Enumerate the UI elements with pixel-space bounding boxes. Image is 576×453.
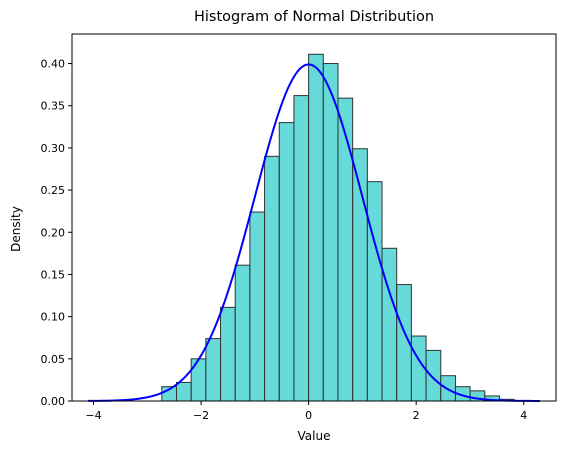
histogram-bar xyxy=(322,63,339,402)
x-tick-label: 0 xyxy=(305,409,312,422)
x-tick-label: 2 xyxy=(413,409,420,422)
y-tick-label: 0.25 xyxy=(41,184,66,197)
chart-title: Histogram of Normal Distribution xyxy=(194,9,434,25)
x-tick-label: −2 xyxy=(193,409,209,422)
histogram-bar xyxy=(366,181,383,402)
y-tick-label: 0.30 xyxy=(41,142,66,155)
histogram-bar xyxy=(381,247,398,402)
x-tick-label: −4 xyxy=(85,409,101,422)
histogram-bar xyxy=(308,53,324,402)
x-axis-ticks: −4 −2 0 2 4 xyxy=(85,401,527,422)
histogram-bar xyxy=(264,155,280,402)
histogram-bar xyxy=(220,306,236,402)
x-axis-label: Value xyxy=(298,429,331,443)
density-curve-layer xyxy=(88,63,540,402)
histogram-bar xyxy=(249,211,266,402)
histogram-bar xyxy=(234,264,251,402)
y-tick-label: 0.10 xyxy=(41,311,66,324)
y-tick-label: 0.40 xyxy=(41,58,66,71)
histogram-bar xyxy=(190,358,207,402)
histogram-bar xyxy=(425,349,442,402)
y-tick-label: 0.05 xyxy=(41,353,66,366)
histogram-bar xyxy=(175,381,192,402)
y-tick-label: 0.20 xyxy=(41,226,66,239)
histogram-bar xyxy=(205,338,222,402)
y-tick-label: 0.35 xyxy=(41,100,66,113)
y-tick-label: 0.15 xyxy=(41,268,66,281)
histogram-bar xyxy=(337,97,354,402)
x-tick-label: 4 xyxy=(520,409,527,422)
plot-frame xyxy=(71,33,557,402)
y-axis-ticks: 0.00 0.05 0.10 0.15 0.20 0.25 0.30 0.35 0.40 xyxy=(41,58,72,408)
normal-density-curve xyxy=(88,63,540,402)
histogram-bar xyxy=(278,122,295,402)
histogram-bar xyxy=(293,95,310,402)
y-tick-label: 0.00 xyxy=(41,395,66,408)
y-axis-label: Density xyxy=(9,206,23,252)
